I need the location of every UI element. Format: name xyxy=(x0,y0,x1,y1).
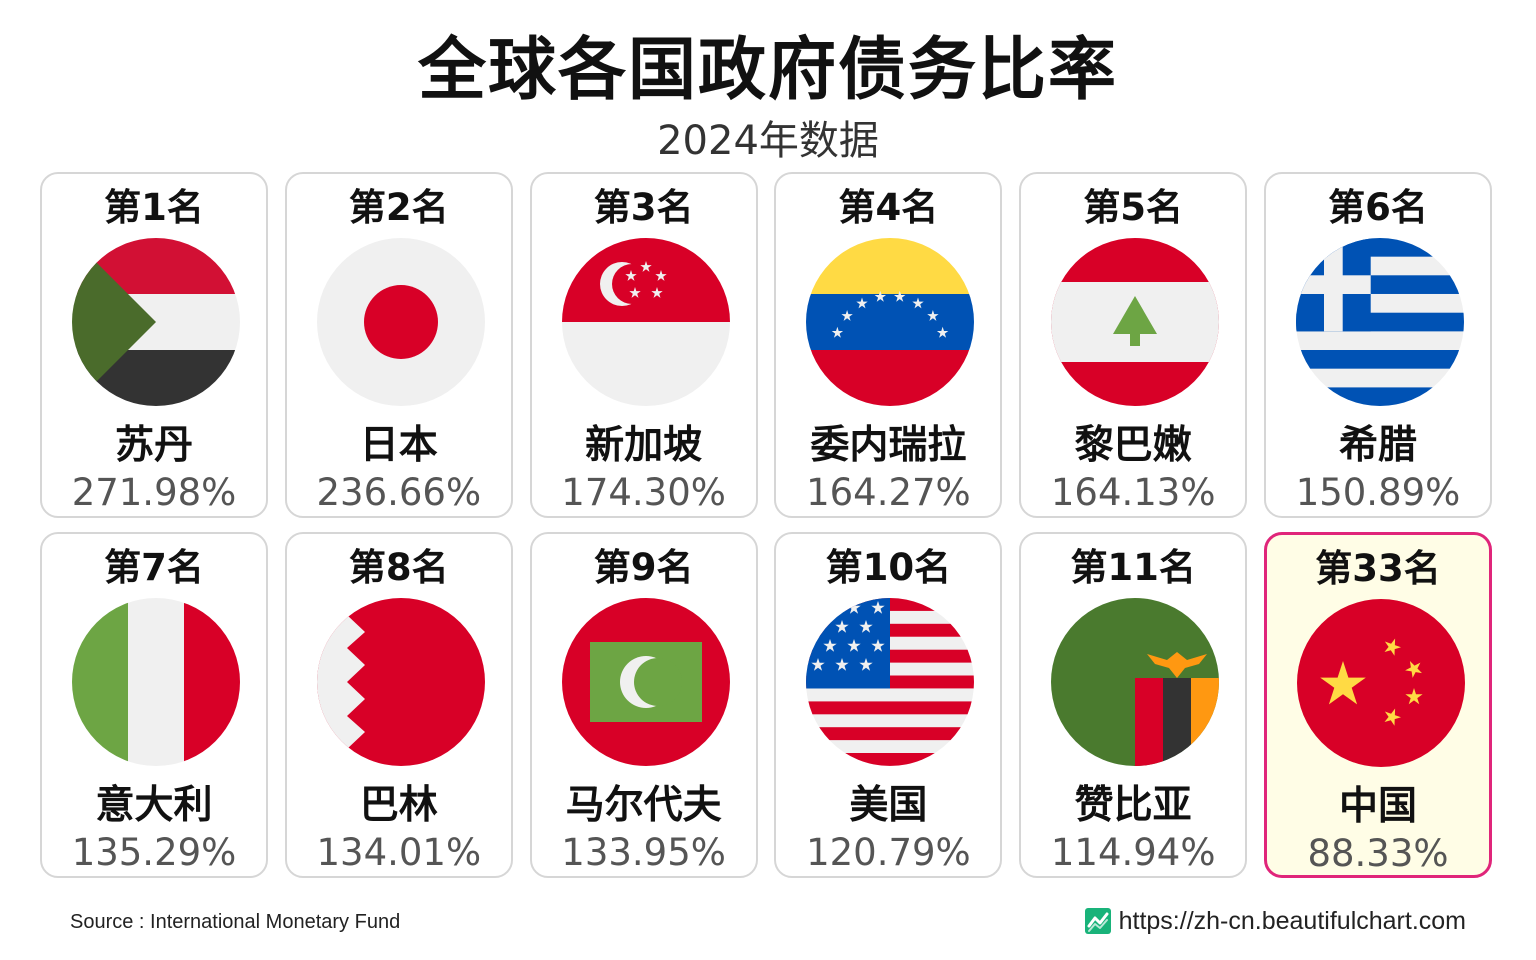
country-card: 第4名委内瑞拉 164.27% xyxy=(774,172,1003,518)
chart-subtitle: 2024年数据 xyxy=(657,118,879,164)
country-card: 第9名马尔代夫 133.95% xyxy=(529,532,758,878)
country-card: 第33名中国 88.33% xyxy=(1264,532,1492,878)
chart-logo-icon xyxy=(1084,908,1111,934)
country-card: 第8名巴林 134.01% xyxy=(284,532,513,878)
debt-ratio-value: 134.01% xyxy=(316,831,482,874)
country-name: 马尔代夫 xyxy=(565,783,722,828)
rank-label: 第3名 xyxy=(593,186,694,229)
website-url: https://zh-cn.beautifulchart.com xyxy=(1118,906,1466,935)
country-name: 中国 xyxy=(1338,784,1417,829)
country-name: 美国 xyxy=(849,783,928,828)
debt-ratio-value: 164.13% xyxy=(1050,471,1216,514)
debt-ratio-value: 271.98% xyxy=(71,471,237,514)
rank-label: 第10名 xyxy=(825,546,952,589)
rank-label: 第9名 xyxy=(593,546,694,589)
country-card: 第2名日本 236.66% xyxy=(284,172,513,518)
venezuela-flag-icon xyxy=(806,238,975,406)
debt-ratio-value: 88.33% xyxy=(1307,832,1449,875)
country-name: 黎巴嫩 xyxy=(1074,423,1192,468)
debt-ratio-value: 120.79% xyxy=(806,831,971,874)
country-card: 第6名希腊 150.89% xyxy=(1264,172,1492,518)
country-name: 日本 xyxy=(359,423,438,468)
country-name: 赞比亚 xyxy=(1074,783,1192,828)
sudan-flag-icon xyxy=(72,238,240,406)
country-card: 第10名美国 120.79% xyxy=(774,532,1003,878)
country-name: 意大利 xyxy=(95,783,213,828)
country-name: 委内瑞拉 xyxy=(810,423,967,468)
zambia-flag-icon xyxy=(1051,598,1220,766)
rank-label: 第6名 xyxy=(1328,186,1428,229)
debt-ratio-value: 135.29% xyxy=(71,831,237,874)
debt-ratio-value: 133.95% xyxy=(561,831,726,874)
china-flag-icon xyxy=(1297,599,1465,767)
rank-label: 第5名 xyxy=(1083,186,1184,229)
italy-flag-icon xyxy=(72,598,240,766)
country-card: 第11名赞比亚 114.94% xyxy=(1019,532,1248,878)
country-card: 第1名苏丹 271.98% xyxy=(40,172,268,518)
debt-ratio-value: 164.27% xyxy=(806,471,971,514)
japan-flag-icon xyxy=(316,238,485,406)
rank-label: 第4名 xyxy=(838,186,939,229)
country-name: 巴林 xyxy=(359,783,438,828)
country-name: 苏丹 xyxy=(114,423,193,468)
debt-ratio-value: 150.89% xyxy=(1295,471,1461,514)
source-note: Source : International Monetary Fund xyxy=(70,911,401,933)
bahrain-flag-icon xyxy=(316,598,485,766)
country-name: 希腊 xyxy=(1338,423,1417,468)
lebanon-flag-icon xyxy=(1051,238,1220,406)
singapore-flag-icon xyxy=(561,238,730,406)
usa-flag-icon xyxy=(806,598,975,766)
country-card: 第3名新加坡 174.30% xyxy=(529,172,758,518)
rank-label: 第1名 xyxy=(104,186,204,229)
rank-label: 第8名 xyxy=(348,546,449,589)
rank-label: 第11名 xyxy=(1070,546,1196,589)
debt-ratio-value: 236.66% xyxy=(316,471,482,514)
country-card: 第7名意大利 135.29% xyxy=(40,532,268,878)
ranking-grid: 第1名 苏丹 271.98% 第2名 日本 236.66% 第3名 新加坡 174.30% 第4名… xyxy=(40,172,1492,878)
rank-label: 第2名 xyxy=(348,186,449,229)
rank-label: 第7名 xyxy=(104,546,204,589)
rank-label: 第33名 xyxy=(1315,547,1441,590)
maldives-flag-icon xyxy=(561,598,730,766)
country-name: 新加坡 xyxy=(585,423,703,468)
country-card: 第5名黎巴嫩 164.13% xyxy=(1019,172,1248,518)
debt-ratio-value: 174.30% xyxy=(561,471,726,514)
website-link[interactable]: https://zh-cn.beautifulchart.com xyxy=(1084,904,1466,938)
chart-title: 全球各国政府债务比率 xyxy=(417,31,1118,110)
greece-flag-icon xyxy=(1296,238,1464,406)
debt-ratio-value: 114.94% xyxy=(1050,831,1216,874)
